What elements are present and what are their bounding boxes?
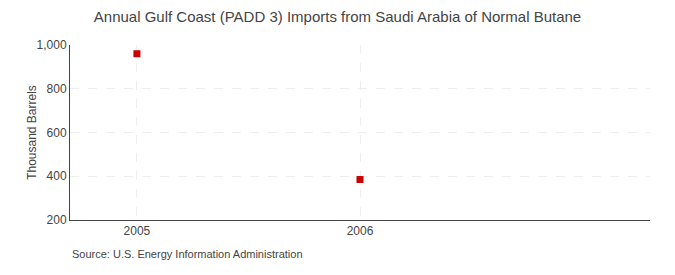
svg-text:600: 600 — [47, 126, 67, 140]
svg-text:2005: 2005 — [124, 224, 151, 238]
svg-text:800: 800 — [47, 82, 67, 96]
svg-text:400: 400 — [47, 169, 67, 183]
svg-text:Annual Gulf Coast (PADD 3) Imp: Annual Gulf Coast (PADD 3) Imports from … — [94, 8, 581, 25]
svg-text:2006: 2006 — [347, 224, 374, 238]
svg-text:Thousand Barrels: Thousand Barrels — [25, 85, 39, 180]
svg-text:1,000: 1,000 — [37, 38, 67, 52]
svg-text:200: 200 — [47, 213, 67, 227]
svg-text:Source: U.S. Energy Informatio: Source: U.S. Energy Information Administ… — [72, 248, 303, 260]
